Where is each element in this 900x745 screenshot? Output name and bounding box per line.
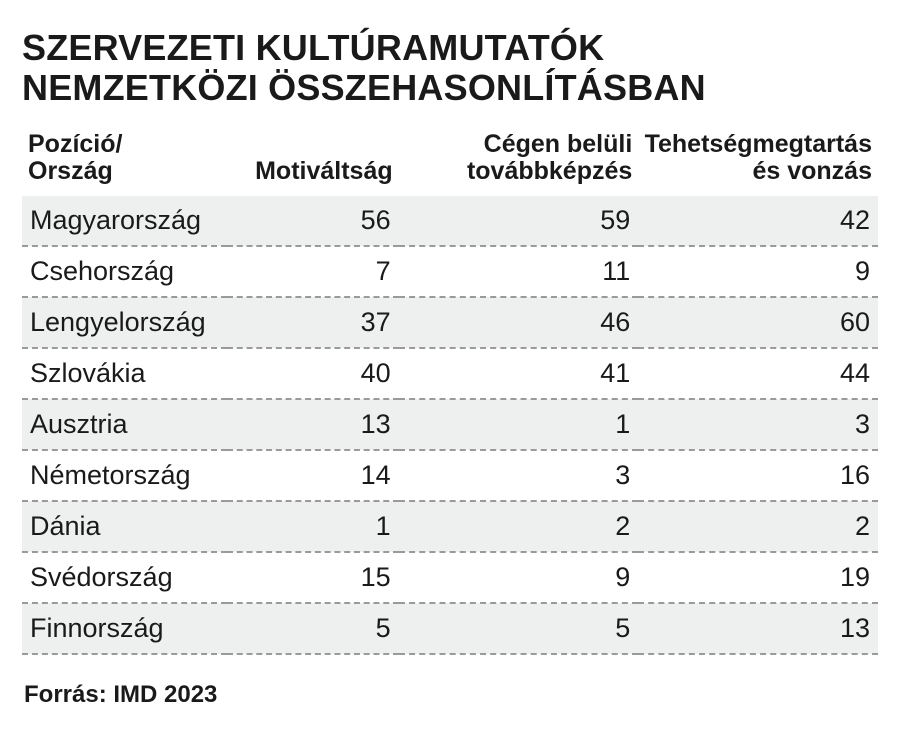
- cell-country: Szlovákia: [22, 348, 227, 399]
- cell-value: 15: [227, 552, 398, 603]
- col-header-motivation-l2: Motiváltság: [255, 157, 393, 185]
- title-line-2: NEMZETKÖZI ÖSSZEHASONLÍTÁSBAN: [22, 67, 706, 108]
- cell-country: Csehország: [22, 246, 227, 297]
- cell-value: 9: [638, 246, 878, 297]
- table-row: Németország 14 3 16: [22, 450, 878, 501]
- cell-country: Svédország: [22, 552, 227, 603]
- col-header-talent: Tehetségmegtartás és vonzás: [638, 131, 878, 196]
- col-header-training-l2: továbbképzés: [467, 157, 632, 185]
- cell-value: 1: [227, 501, 398, 552]
- table-row: Szlovákia 40 41 44: [22, 348, 878, 399]
- cell-value: 3: [399, 450, 639, 501]
- cell-value: 13: [638, 603, 878, 654]
- cell-value: 1: [399, 399, 639, 450]
- table-row: Svédország 15 9 19: [22, 552, 878, 603]
- table-row: Csehország 7 11 9: [22, 246, 878, 297]
- cell-value: 9: [399, 552, 639, 603]
- cell-value: 59: [399, 196, 639, 246]
- col-header-country-l1: Pozíció/: [28, 130, 122, 158]
- title-line-1: SZERVEZETI KULTÚRAMUTATÓK: [22, 27, 604, 68]
- cell-value: 11: [399, 246, 639, 297]
- table-row: Lengyelország 37 46 60: [22, 297, 878, 348]
- col-header-motivation: Motiváltság: [227, 131, 398, 196]
- table-row: Ausztria 13 1 3: [22, 399, 878, 450]
- col-header-training-l1: Cégen belüli: [484, 130, 633, 158]
- cell-country: Magyarország: [22, 196, 227, 246]
- cell-value: 60: [638, 297, 878, 348]
- col-header-talent-l1: Tehetségmegtartás: [645, 130, 872, 158]
- culture-table: Pozíció/ Ország Motiváltság Cégen belüli…: [22, 131, 878, 655]
- cell-country: Dánia: [22, 501, 227, 552]
- table-row: Dánia 1 2 2: [22, 501, 878, 552]
- cell-country: Finnország: [22, 603, 227, 654]
- col-header-country: Pozíció/ Ország: [22, 131, 227, 196]
- source-note: Forrás: IMD 2023: [22, 681, 878, 709]
- cell-value: 5: [227, 603, 398, 654]
- cell-value: 16: [638, 450, 878, 501]
- col-header-country-l2: Ország: [28, 157, 113, 185]
- cell-value: 13: [227, 399, 398, 450]
- table-header-row: Pozíció/ Ország Motiváltság Cégen belüli…: [22, 131, 878, 196]
- cell-value: 14: [227, 450, 398, 501]
- page-title: SZERVEZETI KULTÚRAMUTATÓK NEMZETKÖZI ÖSS…: [22, 28, 878, 109]
- table-row: Finnország 5 5 13: [22, 603, 878, 654]
- cell-value: 2: [399, 501, 639, 552]
- table-row: Magyarország 56 59 42: [22, 196, 878, 246]
- cell-country: Lengyelország: [22, 297, 227, 348]
- cell-country: Németország: [22, 450, 227, 501]
- cell-value: 3: [638, 399, 878, 450]
- col-header-training: Cégen belüli továbbképzés: [399, 131, 639, 196]
- cell-value: 56: [227, 196, 398, 246]
- cell-value: 5: [399, 603, 639, 654]
- cell-value: 2: [638, 501, 878, 552]
- col-header-talent-l2: és vonzás: [752, 157, 872, 185]
- cell-value: 44: [638, 348, 878, 399]
- cell-value: 40: [227, 348, 398, 399]
- cell-value: 7: [227, 246, 398, 297]
- cell-value: 19: [638, 552, 878, 603]
- cell-value: 41: [399, 348, 639, 399]
- page-container: SZERVEZETI KULTÚRAMUTATÓK NEMZETKÖZI ÖSS…: [0, 0, 900, 719]
- cell-country: Ausztria: [22, 399, 227, 450]
- cell-value: 42: [638, 196, 878, 246]
- cell-value: 46: [399, 297, 639, 348]
- cell-value: 37: [227, 297, 398, 348]
